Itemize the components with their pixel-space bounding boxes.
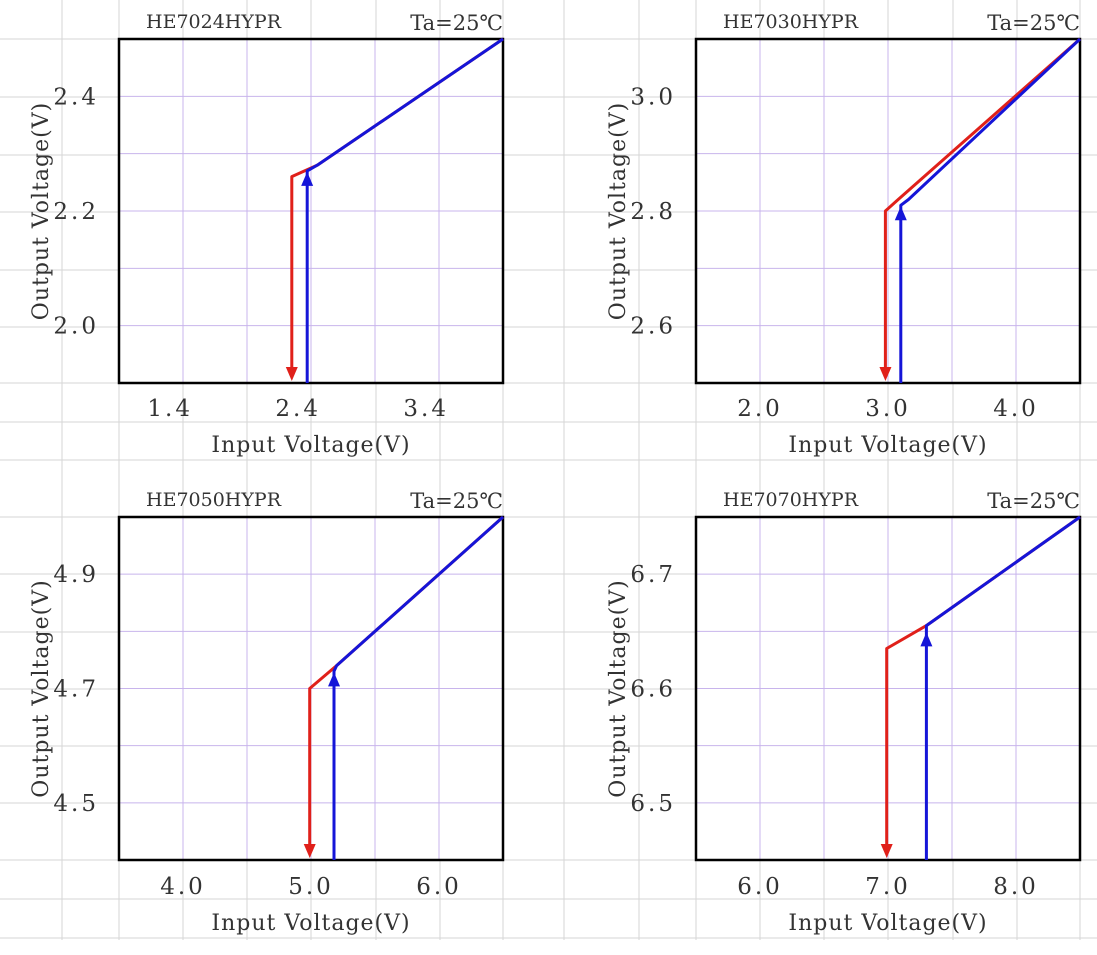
y-tick-label: 2.6 <box>630 314 676 340</box>
chart-title: HE7070HYPR <box>723 489 859 511</box>
y-axis-label: Output Voltage(V) <box>606 579 631 797</box>
falling-arrowhead <box>303 844 316 858</box>
chart-title: HE7050HYPR <box>146 489 282 511</box>
chart-title: HE7030HYPR <box>723 11 859 33</box>
x-tick-label: 2.0 <box>737 396 783 422</box>
y-tick-label: 4.9 <box>53 562 99 588</box>
rising-arrowhead <box>920 632 933 647</box>
y-tick-label: 4.5 <box>53 791 99 817</box>
x-tick-label: 6.0 <box>416 874 462 900</box>
chart-panel-3: HE7050HYPR Ta=25℃ 4.0 5.0 6.0 4.5 4.7 4.9 Input … <box>29 489 505 936</box>
x-tick-label: 3.4 <box>403 396 449 422</box>
temperature-condition: Ta=25℃ <box>410 11 503 35</box>
rising-arrowhead <box>328 672 341 687</box>
y-tick-label: 6.5 <box>630 791 676 817</box>
charts: HE7024HYPR Ta=25℃ 1.4 2.4 3.4 2.0 2.2 2.4 Input … <box>29 11 1082 936</box>
x-axis-label: Input Voltage(V) <box>788 911 987 936</box>
falling-arrowhead <box>879 367 892 381</box>
falling-trace-line <box>883 37 1081 373</box>
chart-title: HE7024HYPR <box>146 11 282 33</box>
chart-panel-2: HE7030HYPR Ta=25℃ 2.0 3.0 4.0 2.6 2.8 3.0 Input … <box>606 11 1082 458</box>
y-tick-label: 2.2 <box>53 199 99 225</box>
plot-frame <box>117 515 505 862</box>
y-tick-label: 6.6 <box>630 677 676 703</box>
x-tick-label: 1.4 <box>147 396 193 422</box>
falling-arrowhead <box>285 367 298 381</box>
x-tick-label: 7.0 <box>865 874 911 900</box>
x-axis-label: Input Voltage(V) <box>788 433 987 458</box>
temperature-condition: Ta=25℃ <box>410 489 503 513</box>
plot-frame <box>694 515 1082 862</box>
x-tick-label: 2.4 <box>275 396 321 422</box>
rising-arrowhead <box>301 171 314 186</box>
rising-trace-line <box>305 37 504 383</box>
y-axis-label: Output Voltage(V) <box>29 102 54 320</box>
y-tick-label: 2.8 <box>630 199 676 225</box>
y-axis-label: Output Voltage(V) <box>29 579 54 797</box>
temperature-condition: Ta=25℃ <box>987 489 1080 513</box>
temperature-condition: Ta=25℃ <box>987 11 1080 35</box>
chart-panel-1: HE7024HYPR Ta=25℃ 1.4 2.4 3.4 2.0 2.2 2.4 Input … <box>29 11 505 458</box>
plot-frame <box>117 37 505 385</box>
y-tick-label: 2.4 <box>53 84 99 110</box>
x-axis-label: Input Voltage(V) <box>211 433 410 458</box>
x-tick-label: 4.0 <box>993 396 1039 422</box>
y-tick-label: 6.7 <box>630 562 676 588</box>
rising-trace-line <box>924 515 1081 860</box>
x-tick-label: 6.0 <box>737 874 783 900</box>
y-tick-label: 3.0 <box>630 84 676 110</box>
x-tick-label: 8.0 <box>993 874 1039 900</box>
falling-arrowhead <box>880 844 893 858</box>
x-tick-label: 4.0 <box>160 874 206 900</box>
x-tick-label: 3.0 <box>865 396 911 422</box>
y-axis-label: Output Voltage(V) <box>606 102 631 320</box>
plot-frame <box>694 37 1082 385</box>
rising-trace-line <box>899 37 1082 383</box>
x-tick-label: 5.0 <box>288 874 334 900</box>
y-tick-label: 2.0 <box>53 314 99 340</box>
y-tick-label: 4.7 <box>53 677 99 703</box>
chart-panel-4: HE7070HYPR Ta=25℃ 6.0 7.0 8.0 6.5 6.6 6.7 Input … <box>606 489 1082 936</box>
x-axis-label: Input Voltage(V) <box>211 911 410 936</box>
rising-trace-line <box>332 515 504 860</box>
rising-arrowhead <box>894 206 907 221</box>
